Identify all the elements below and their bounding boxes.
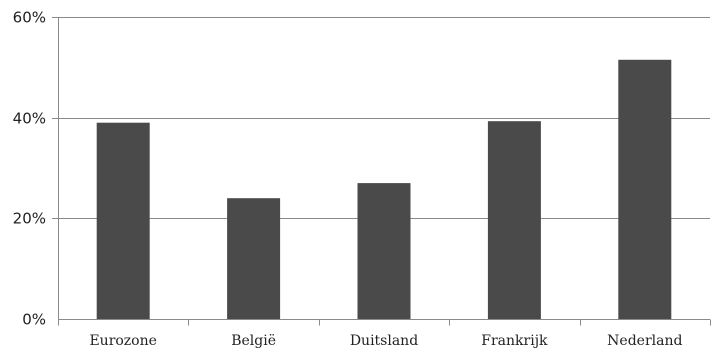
bar [357, 183, 411, 319]
bar [227, 198, 281, 319]
y-tick-label: 20% [13, 210, 46, 228]
y-tick-label: 60% [13, 9, 46, 27]
x-category-label: Frankrijk [481, 333, 548, 349]
x-category-label: Eurozone [89, 333, 156, 349]
bars [96, 59, 672, 320]
bar [618, 59, 672, 320]
y-axis: 0% 20% 40% 60% [13, 9, 59, 329]
bar [487, 121, 541, 319]
y-tick-label: 40% [13, 110, 46, 128]
x-category-label: Nederland [607, 333, 682, 349]
y-tick-label: 0% [22, 311, 46, 329]
x-category-label: België [231, 333, 276, 349]
bar [96, 122, 150, 319]
x-category-label: Duitsland [350, 333, 418, 349]
x-axis: Eurozone België Duitsland Frankrijk Nederlan… [58, 319, 711, 349]
